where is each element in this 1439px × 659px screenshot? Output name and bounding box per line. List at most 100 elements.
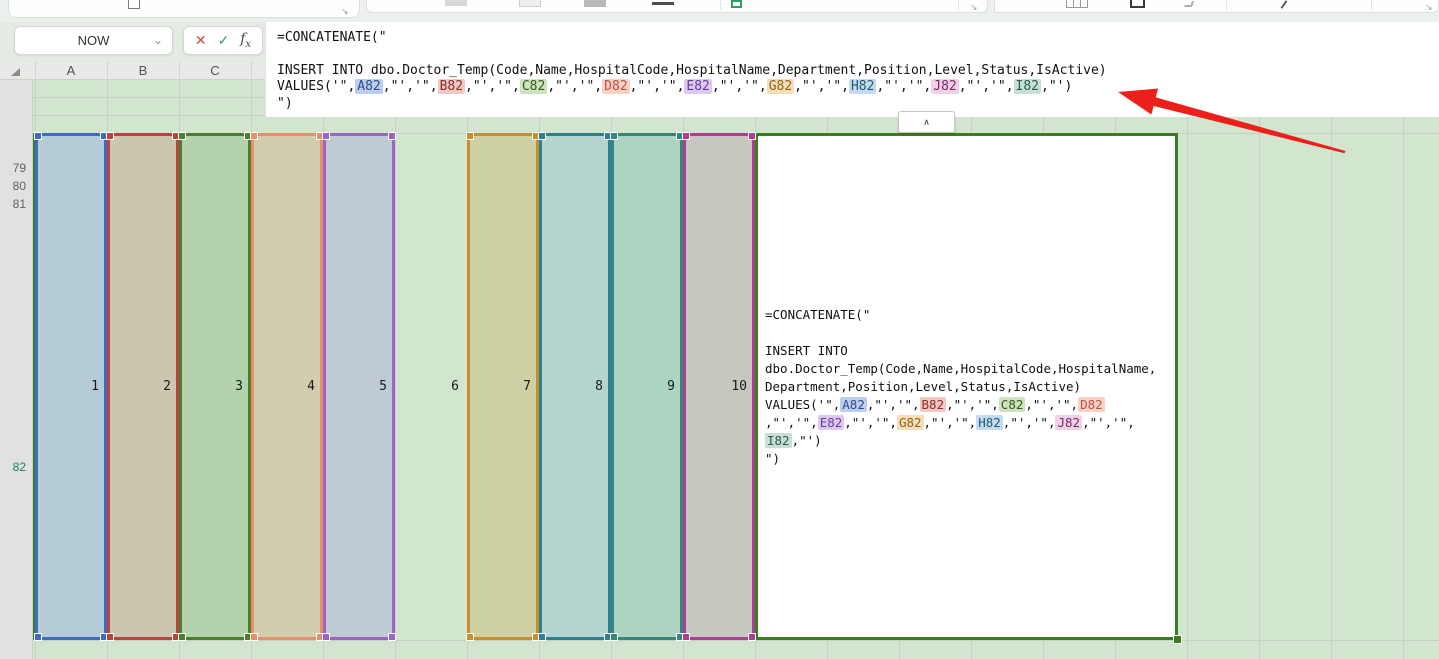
ribbon-table-icon-fragment[interactable] [1066, 0, 1088, 8]
cell-A82-fill [35, 133, 107, 640]
formula-buttons: ✕ ✓ fx [183, 26, 263, 55]
reference-range-G82[interactable] [466, 132, 540, 641]
range-handle[interactable] [178, 633, 186, 641]
ribbon-icon-fragment[interactable] [128, 0, 140, 9]
cell-E82[interactable]: 5 [379, 379, 387, 394]
insert-function-button[interactable]: fx [240, 31, 252, 50]
name-box[interactable]: NOW ⌄ [14, 26, 173, 55]
collapse-formula-bar-button[interactable]: ∧ [898, 111, 955, 133]
row-headers: 79 80 81 82 83 [0, 80, 33, 659]
column-header-A[interactable]: A [66, 63, 76, 78]
cell-D82-fill [251, 133, 323, 640]
reference-range-I82[interactable] [610, 132, 684, 641]
formula-bar-input[interactable]: =CONCATENATE(" INSERT INTO dbo.Doctor_Te… [265, 22, 1439, 117]
cell-reference-chip-G82: G82 [766, 79, 795, 95]
range-handle[interactable] [682, 132, 690, 140]
row-header-80[interactable]: 80 [12, 179, 26, 193]
range-handle[interactable] [610, 633, 618, 641]
dialog-launcher-icon[interactable]: ↘ [1425, 2, 1433, 12]
formula-line: VALUES('", A82 ,"','", B82 ,"','", C82 ,"','",… [277, 79, 1073, 95]
formula-line: INSERT INTO dbo.Doctor_Temp(Code,Name,Ho… [277, 62, 1107, 78]
reference-range-B82[interactable] [106, 132, 180, 641]
range-handle[interactable] [538, 633, 546, 641]
range-handle[interactable] [388, 132, 396, 140]
ribbon-underline-icon-fragment[interactable] [652, 2, 674, 5]
range-handle[interactable] [34, 633, 42, 641]
ribbon-icon-fragment[interactable] [1130, 0, 1145, 8]
formula-line: INSERT INTO [765, 342, 848, 358]
cancel-formula-button[interactable]: ✕ [194, 32, 207, 48]
cell-reference-chip-E82: E82 [684, 79, 712, 95]
row-header-79[interactable]: 79 [12, 161, 26, 175]
formula-line: =CONCATENATE(" [277, 30, 387, 45]
confirm-formula-button[interactable]: ✓ [217, 32, 230, 48]
cell-F82[interactable]: 6 [451, 379, 459, 394]
reference-range-H82[interactable] [538, 132, 612, 641]
row-header-82-active[interactable]: 82 [12, 459, 26, 474]
cell-E82-fill [323, 133, 395, 640]
ribbon-icon-fragment[interactable] [445, 0, 467, 6]
formula-line [277, 46, 1439, 62]
cell-reference-chip-A82: A82 [840, 396, 867, 412]
range-handle[interactable] [748, 633, 756, 641]
range-handle[interactable] [610, 132, 618, 140]
chevron-up-icon: ∧ [923, 116, 930, 127]
cell-J82[interactable]: 10 [731, 379, 747, 394]
cell-C82[interactable]: 3 [235, 379, 243, 394]
cell-D82[interactable]: 4 [307, 379, 315, 394]
range-handle[interactable] [106, 132, 114, 140]
column-header-B[interactable]: B [138, 63, 148, 78]
cell-reference-chip-B82: B82 [919, 396, 947, 412]
formula-line: dbo.Doctor_Temp(Code,Name,HospitalCode,H… [765, 360, 1157, 376]
cell-G82[interactable]: 7 [523, 379, 531, 394]
cell-G82-fill [467, 133, 539, 640]
ribbon-icon-fragment[interactable] [731, 0, 742, 8]
column-header-C[interactable]: C [210, 63, 220, 78]
range-handle[interactable] [34, 132, 42, 140]
chevron-down-icon[interactable]: ⌄ [152, 33, 163, 47]
formula-line: ") [765, 450, 781, 466]
range-handle[interactable] [748, 132, 756, 140]
gridline [33, 640, 1439, 641]
reference-range-J82[interactable] [682, 132, 756, 641]
ribbon-group [8, 0, 360, 18]
cell-reference-chip-A82: A82 [355, 79, 383, 95]
formula-line: ") [277, 95, 293, 111]
cell-reference-chip-C82: C82 [519, 79, 548, 95]
cell-H82[interactable]: 8 [595, 379, 603, 394]
cell-A82[interactable]: 1 [91, 379, 99, 394]
range-handle[interactable] [106, 633, 114, 641]
cell-reference-chip-B82: B82 [437, 79, 466, 95]
range-handle[interactable] [250, 132, 258, 140]
formula-line: =CONCATENATE(" [765, 306, 871, 322]
reference-range-D82[interactable] [250, 132, 324, 641]
range-handle[interactable] [466, 132, 474, 140]
ribbon-icon-fragment[interactable] [584, 0, 606, 7]
reference-range-A82[interactable] [34, 132, 108, 641]
cell-reference-chip-C82: C82 [998, 396, 1026, 412]
row-header-81[interactable]: 81 [12, 197, 26, 211]
reference-range-E82[interactable] [322, 132, 396, 641]
range-handle[interactable] [682, 633, 690, 641]
cell-reference-chip-E82: E82 [817, 414, 845, 430]
ribbon-icon-fragment[interactable] [519, 0, 541, 7]
range-handle[interactable] [466, 633, 474, 641]
range-handle[interactable] [322, 633, 330, 641]
cell-reference-chip-H82: H82 [848, 79, 877, 95]
range-handle[interactable] [538, 132, 546, 140]
dialog-launcher-icon[interactable]: ↘ [341, 6, 349, 16]
range-handle[interactable] [388, 633, 396, 641]
range-handle[interactable] [322, 132, 330, 140]
dialog-launcher-icon[interactable]: ↘ [970, 2, 978, 12]
reference-range-C82[interactable] [178, 132, 252, 641]
cell-reference-chip-D82: D82 [602, 79, 630, 95]
range-handle[interactable] [178, 132, 186, 140]
cell-reference-chip-H82: H82 [976, 414, 1003, 430]
active-cell-editor[interactable]: =CONCATENATE(" INSERT INTO dbo.Doctor_Tem… [755, 133, 1178, 640]
cell-B82[interactable]: 2 [163, 379, 171, 394]
range-handle[interactable] [250, 633, 258, 641]
name-box-value: NOW [77, 33, 110, 48]
cell-I82[interactable]: 9 [667, 379, 675, 394]
fill-handle[interactable] [1173, 635, 1182, 644]
